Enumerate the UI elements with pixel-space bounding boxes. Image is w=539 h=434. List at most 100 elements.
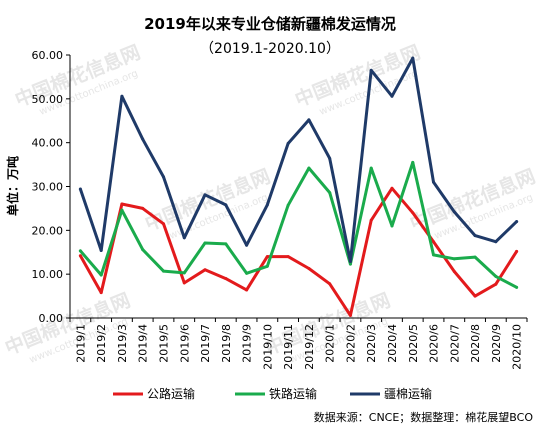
chart-title: 2019年以来专业仓储新疆棉发运情况: [144, 15, 396, 33]
x-tick-label: 2019/7: [199, 324, 212, 363]
data-point: [120, 208, 124, 212]
data-point: [265, 203, 269, 207]
data-point: [348, 313, 352, 317]
data-point: [452, 210, 456, 214]
series-line: [78, 56, 519, 263]
data-point: [203, 241, 207, 245]
series-layer: [78, 56, 519, 317]
x-tick-label: 2019/5: [157, 324, 170, 363]
data-point: [182, 281, 186, 285]
data-point: [182, 236, 186, 240]
data-point: [141, 206, 145, 210]
data-point: [328, 156, 332, 160]
data-point: [265, 255, 269, 259]
x-tick-label: 2020/9: [490, 324, 503, 363]
data-point: [78, 254, 82, 258]
y-axis-label: 单位：万吨: [5, 156, 20, 216]
y-tick-label: 30.00: [32, 181, 64, 194]
data-point: [141, 248, 145, 252]
x-tick-label: 2020/8: [469, 324, 482, 363]
data-point: [494, 274, 498, 278]
data-point: [432, 240, 436, 244]
data-point: [99, 273, 103, 277]
x-tick-label: 2019/1: [74, 324, 87, 363]
data-point: [348, 262, 352, 266]
y-tick-label: 10.00: [32, 268, 64, 281]
data-point: [452, 257, 456, 261]
data-point: [245, 243, 249, 247]
x-tick-label: 2019/4: [137, 324, 150, 363]
x-tick-label: 2020/2: [344, 324, 357, 363]
data-point: [494, 282, 498, 286]
data-point: [307, 166, 311, 170]
data-point: [348, 259, 352, 263]
x-tick-label: 2020/4: [386, 324, 399, 363]
data-point: [224, 203, 228, 207]
y-tick-label: 40.00: [32, 137, 64, 150]
x-tick-label: 2020/3: [365, 324, 378, 363]
data-point: [473, 294, 477, 298]
data-point: [515, 285, 519, 289]
data-point: [515, 220, 519, 224]
x-tick-label: 2019/12: [303, 324, 316, 370]
data-point: [411, 160, 415, 164]
data-point: [99, 248, 103, 252]
y-tick-label: 20.00: [32, 224, 64, 237]
legend: 公路运输 铁路运输 疆棉运输: [113, 386, 432, 401]
data-point: [161, 175, 165, 179]
data-point: [203, 268, 207, 272]
y-tick-label: 0.00: [39, 312, 64, 325]
x-tick-label: 2020/5: [407, 324, 420, 363]
data-point: [390, 224, 394, 228]
data-point: [161, 269, 165, 273]
x-tick-label: 2020/10: [511, 324, 524, 370]
data-point: [494, 240, 498, 244]
x-tick-label: 2019/9: [241, 324, 254, 363]
data-point: [78, 187, 82, 191]
data-point: [245, 271, 249, 275]
x-tick-label: 2019/3: [116, 324, 129, 363]
data-point: [307, 118, 311, 122]
data-point: [452, 270, 456, 274]
legend-label: 疆棉运输: [384, 386, 432, 401]
data-point: [390, 186, 394, 190]
data-point: [78, 249, 82, 253]
data-point: [432, 180, 436, 184]
data-point: [286, 142, 290, 146]
source-note: 数据来源：CNCE；数据整理：棉花展望BCO: [314, 410, 534, 424]
chart-subtitle: （2019.1-2020.10）: [200, 41, 340, 57]
x-tick-label: 2020/6: [428, 324, 441, 363]
data-point: [390, 94, 394, 98]
x-tick-label: 2019/8: [220, 324, 233, 363]
data-point: [515, 249, 519, 253]
x-tick-label: 2020/7: [448, 324, 461, 363]
legend-label: 铁路运输: [269, 386, 317, 401]
y-tick-label: 50.00: [32, 93, 64, 106]
data-point: [203, 193, 207, 197]
data-point: [473, 255, 477, 259]
data-point: [286, 255, 290, 259]
x-tick-label: 2019/11: [282, 324, 295, 370]
data-point: [432, 253, 436, 257]
x-tick-label: 2019/6: [178, 324, 191, 363]
data-point: [99, 291, 103, 295]
series-line: [78, 160, 519, 289]
y-axis-ticks: 0.00 10.00 20.00 30.00 40.00 50.00 60.00: [32, 49, 70, 325]
y-tick-label: 60.00: [32, 49, 64, 62]
legend-label: 公路运输: [147, 386, 195, 401]
data-point: [120, 94, 124, 98]
x-tick-label: 2020/1: [324, 324, 337, 363]
data-point: [286, 203, 290, 207]
data-point: [473, 234, 477, 238]
data-point: [161, 222, 165, 226]
data-point: [245, 288, 249, 292]
data-point: [224, 277, 228, 281]
data-point: [120, 202, 124, 206]
x-axis-ticks: 2019/1 2019/2 2019/3 2019/4 2019/5 2019/6 2019…: [69, 318, 528, 370]
data-point: [369, 166, 373, 170]
data-point: [328, 282, 332, 286]
data-point: [369, 68, 373, 72]
